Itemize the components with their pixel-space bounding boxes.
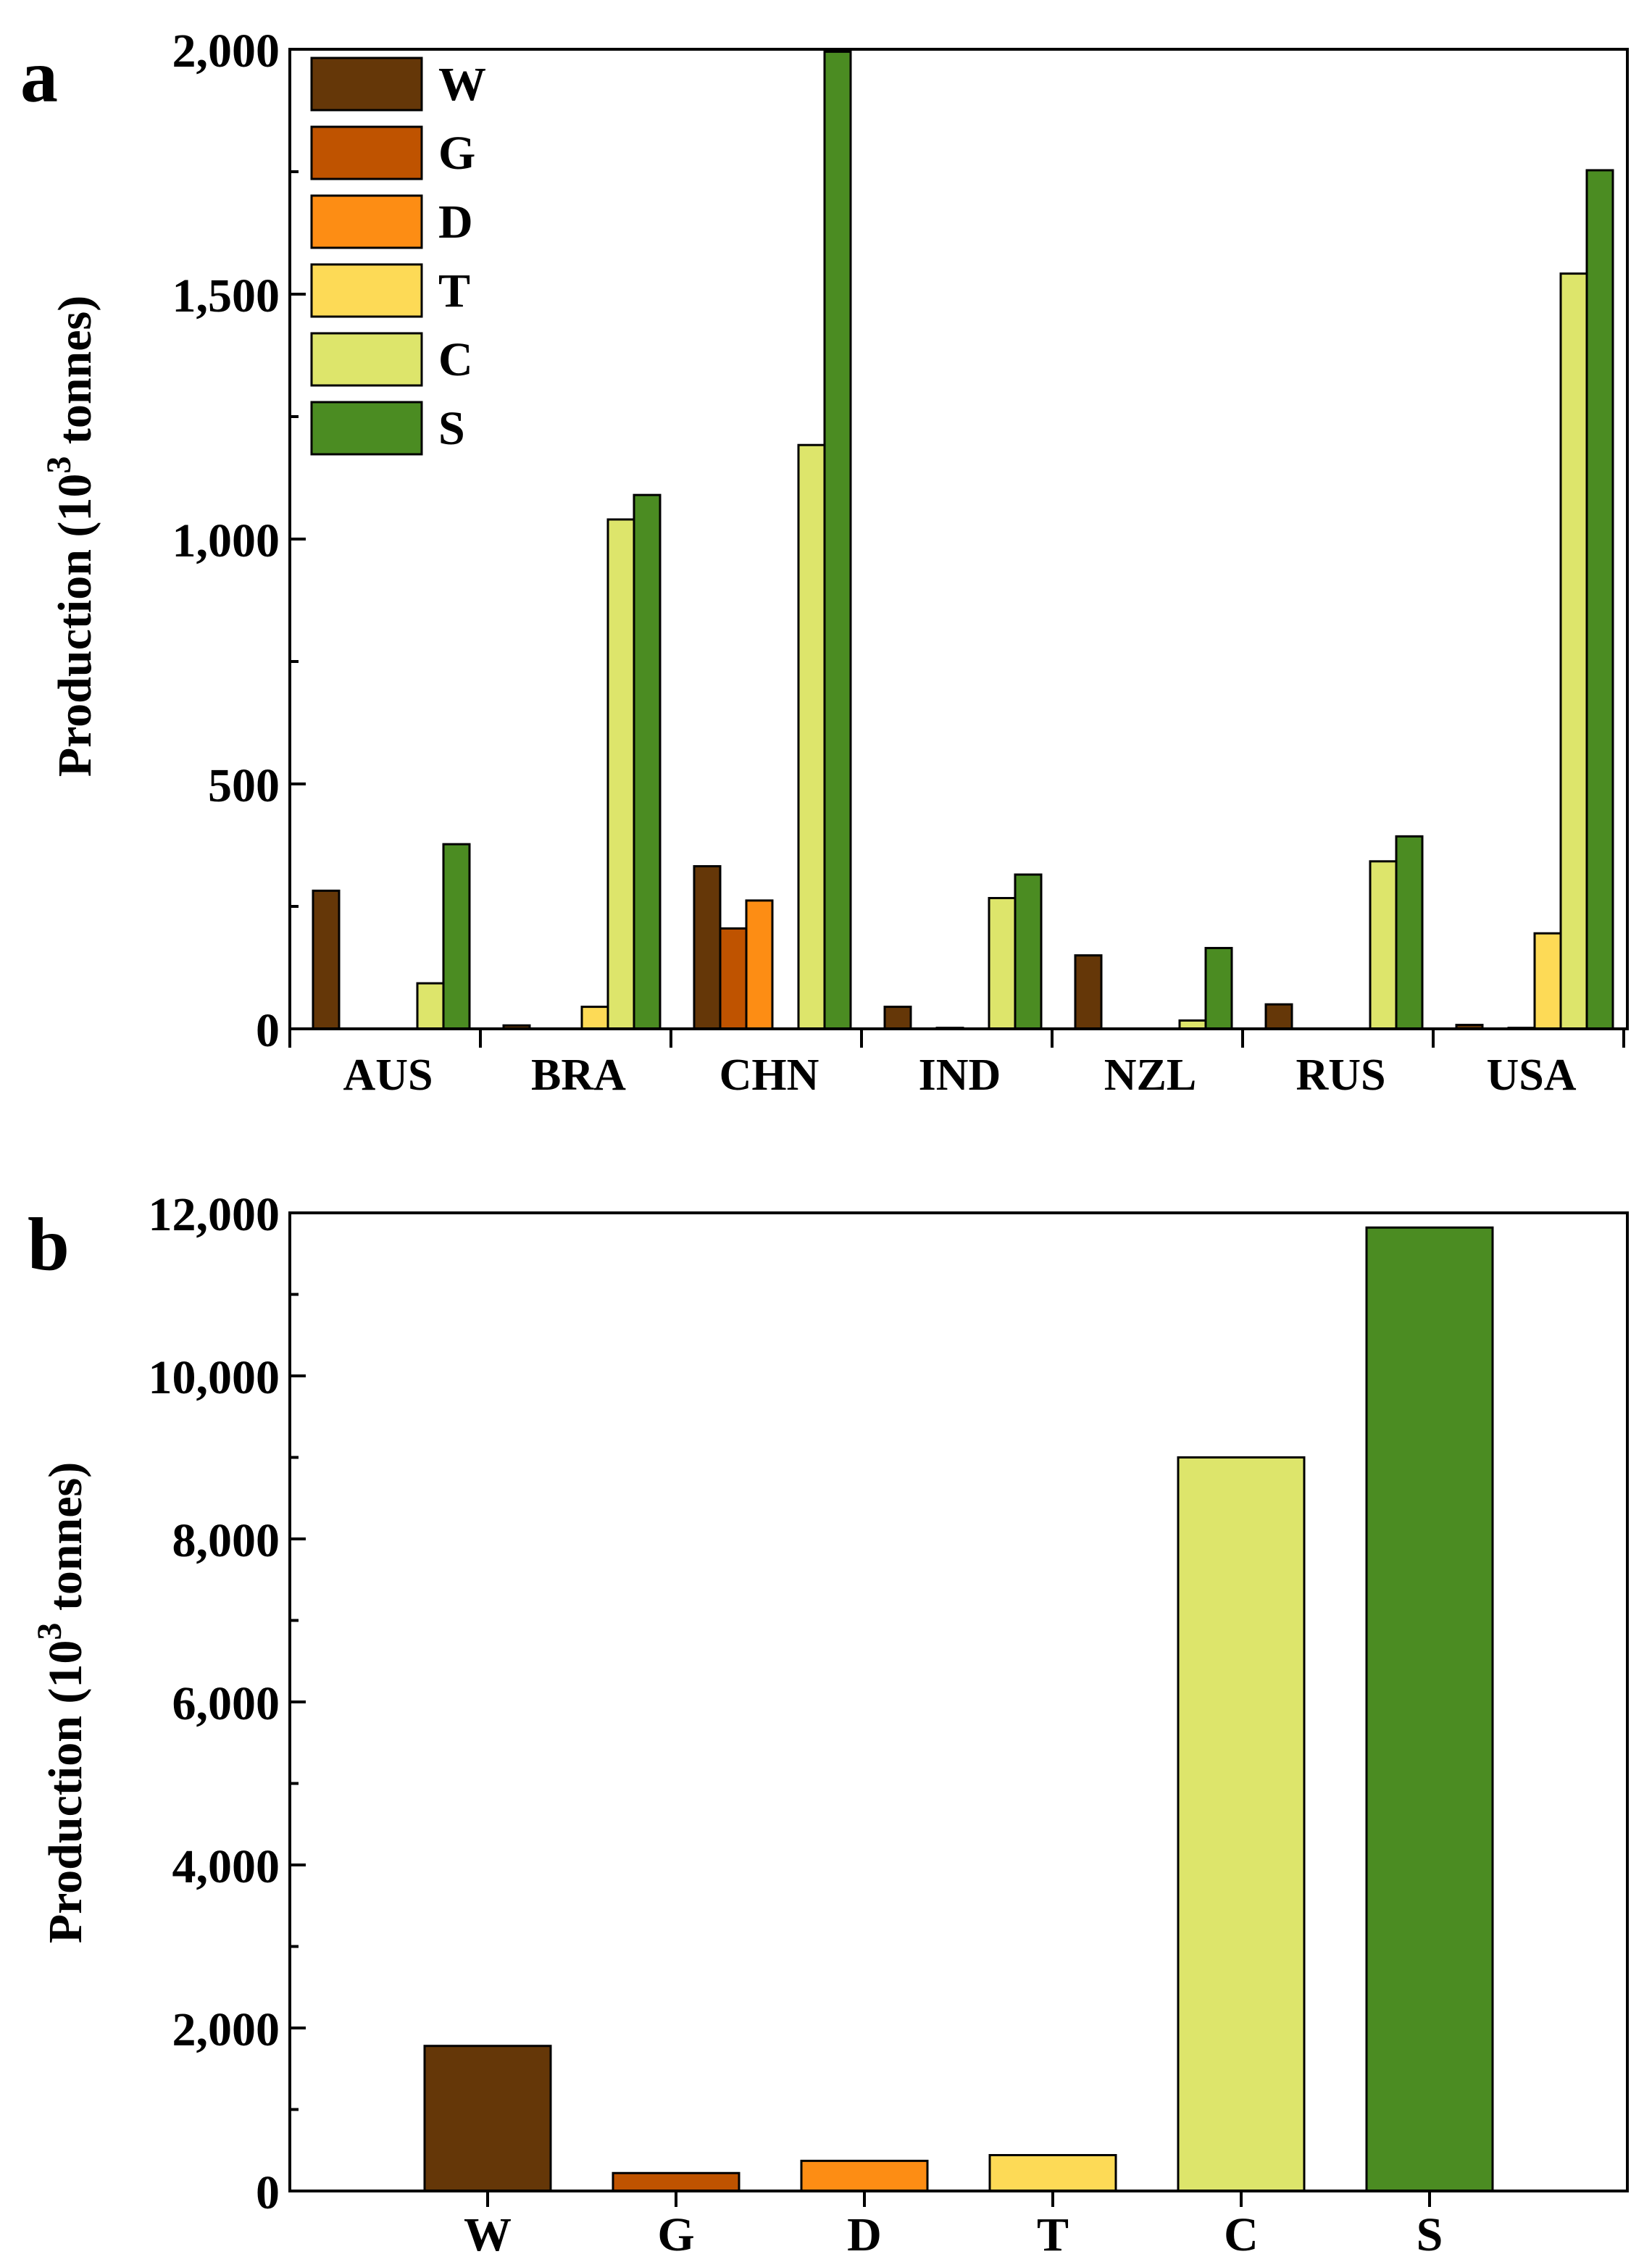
y-tick-label-4000: 4,000 <box>172 1840 280 1893</box>
legend-swatch-C <box>310 332 423 387</box>
y-tick-label-12000: 12,000 <box>149 1188 280 1241</box>
y-tick-label-1000: 1,000 <box>172 514 280 567</box>
legend-swatch-G <box>310 125 423 180</box>
legend-label-C: C <box>438 333 473 386</box>
bar-S-CHN <box>823 50 852 1030</box>
x-tick-label-IND: IND <box>919 1051 1001 1100</box>
panel-b-axes: W G D T C S 0 2,000 4,000 6,000 8,000 10,000 12,000 <box>149 1188 1629 2261</box>
legend-label-T: T <box>438 264 470 317</box>
y-tick-label-500: 500 <box>208 759 280 812</box>
legend-label-W: W <box>438 58 486 111</box>
x-tick-label-D: D <box>847 2208 882 2261</box>
x-tick-label-CHN: CHN <box>719 1051 819 1100</box>
y-tick-label-2000: 2,000 <box>172 25 280 78</box>
x-tick-label-RUS: RUS <box>1296 1051 1385 1100</box>
x-tick-label-S: S <box>1417 2208 1443 2261</box>
bar-S-RUS <box>1395 835 1424 1030</box>
legend-swatch-W <box>310 57 423 112</box>
bar-S-AUS <box>442 843 471 1030</box>
bar-C <box>1177 1456 1306 2192</box>
bar-T <box>988 2154 1117 2192</box>
bar-C-RUS <box>1369 860 1398 1030</box>
x-tick-label-AUS: AUS <box>343 1051 433 1100</box>
panel-b: b Production (103 tonnes) W G D T C S 0 2,000 4,… <box>28 1188 1629 2261</box>
x-tick-label-T: T <box>1037 2208 1069 2261</box>
bar-T-USA <box>1533 932 1562 1030</box>
bar-W-AUS <box>312 889 341 1030</box>
bar-C-CHN <box>797 443 826 1030</box>
legend-label-G: G <box>438 127 475 180</box>
legend-swatch-T <box>310 263 423 318</box>
x-tick-label-G: G <box>657 2208 694 2261</box>
bar-C-USA <box>1559 272 1588 1030</box>
y-tick-label-6000: 6,000 <box>172 1677 280 1730</box>
bar-S-BRA <box>633 493 662 1030</box>
panel-a-ylabel: Production (103 tonnes) <box>40 296 101 777</box>
bar-W-CHN <box>693 865 722 1030</box>
bar-D <box>800 2159 929 2192</box>
panel-b-ylabel-main: Production (10 <box>39 1640 92 1944</box>
y-tick-label-0: 0 <box>256 2166 280 2219</box>
panel-b-ylabel: Production (103 tonnes) <box>30 1462 92 1943</box>
panel-b-ylabel-sup: 3 <box>30 1623 69 1640</box>
bar-W <box>423 2045 552 2192</box>
bar-C-AUS <box>416 982 445 1030</box>
legend-label-S: S <box>438 402 465 455</box>
bar-W-IND <box>883 1006 912 1030</box>
panel-b-ylabel-tail: tonnes) <box>39 1462 92 1623</box>
bar-S <box>1365 1226 1494 2192</box>
bar-G <box>612 2171 741 2192</box>
bar-S-USA <box>1585 169 1614 1030</box>
x-tick-label-USA: USA <box>1486 1051 1576 1100</box>
bar-T-BRA <box>580 1006 609 1030</box>
bar-D-CHN <box>745 899 774 1030</box>
y-tick-label-0: 0 <box>256 1004 280 1057</box>
bar-W-NZL <box>1074 954 1103 1030</box>
panel-b-label: b <box>28 1203 70 1286</box>
bar-C-BRA <box>606 518 635 1030</box>
legend-swatch-D <box>310 194 423 249</box>
bar-S-IND <box>1014 873 1043 1030</box>
legend-swatch-S <box>310 401 423 456</box>
y-tick-label-2000: 2,000 <box>172 2003 280 2056</box>
bar-W-RUS <box>1264 1003 1293 1030</box>
panel-a-ylabel-sup: 3 <box>40 456 78 474</box>
panel-b-bars <box>423 1226 1494 2192</box>
x-tick-label-NZL: NZL <box>1104 1051 1196 1100</box>
panel-a-ylabel-main: Production (10 <box>49 474 101 777</box>
panel-a-ylabel-tail: tonnes) <box>49 296 101 456</box>
panel-a: a Production (103 tonnes) 0 500 1,000 1,500… <box>20 25 1629 1100</box>
x-tick-label-W: W <box>464 2208 512 2261</box>
panel-a-label: a <box>20 35 58 118</box>
bar-S-NZL <box>1204 946 1233 1030</box>
legend-label-D: D <box>438 196 473 249</box>
y-tick-label-8000: 8,000 <box>172 1514 280 1567</box>
bar-G-CHN <box>719 927 748 1030</box>
x-tick-label-C: C <box>1224 2208 1259 2261</box>
y-tick-label-1500: 1,500 <box>172 270 280 322</box>
bar-C-IND <box>988 897 1017 1030</box>
x-tick-label-BRA: BRA <box>531 1051 626 1100</box>
panel-a-axes: 0 500 1,000 1,500 2,000 AUS BRA CHN IND NZL RUS USA <box>172 25 1629 1100</box>
panel-a-bars <box>312 50 1614 1030</box>
y-tick-label-10000: 10,000 <box>149 1351 280 1404</box>
